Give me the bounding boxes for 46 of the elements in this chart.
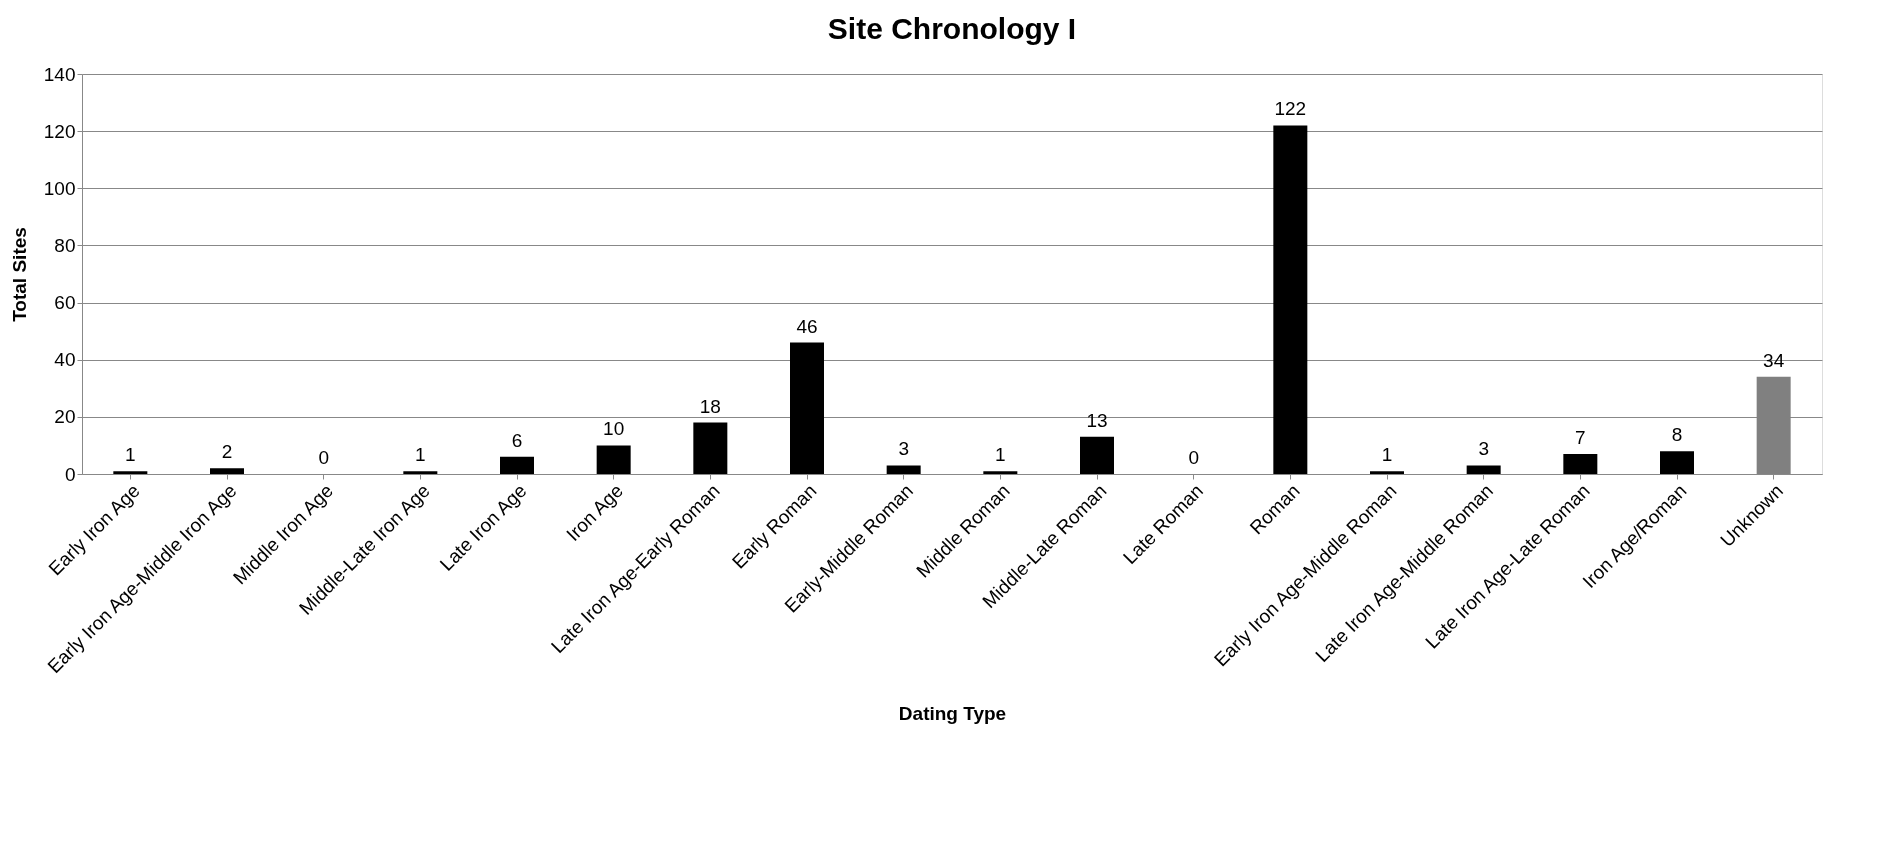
bar bbox=[596, 445, 631, 474]
bar bbox=[1563, 454, 1598, 474]
bar bbox=[1660, 451, 1694, 474]
data-label: 122 bbox=[1274, 98, 1307, 120]
data-label: 18 bbox=[699, 395, 721, 417]
bar bbox=[1273, 125, 1308, 474]
data-label: 1 bbox=[1381, 444, 1393, 466]
bar bbox=[403, 471, 438, 474]
data-label: 1 bbox=[995, 444, 1006, 466]
bar bbox=[113, 471, 148, 474]
data-label: 34 bbox=[1763, 349, 1785, 371]
data-label: 8 bbox=[1671, 424, 1683, 446]
data-label: 0 bbox=[318, 447, 329, 468]
x-axis-title: Dating Type bbox=[898, 702, 1007, 724]
x-tick-label: Late Iron Age bbox=[435, 480, 531, 575]
y-tick-label: 100 bbox=[43, 177, 76, 199]
y-tick-label: 60 bbox=[54, 292, 76, 314]
bar bbox=[886, 465, 921, 474]
y-tick-label: 20 bbox=[54, 406, 76, 428]
data-label: 1 bbox=[415, 444, 426, 466]
data-label: 2 bbox=[221, 441, 233, 463]
y-tick-label: 140 bbox=[43, 63, 76, 85]
data-label: 3 bbox=[898, 438, 909, 460]
data-label: 10 bbox=[603, 418, 625, 440]
bar bbox=[790, 342, 824, 474]
y-tick-label: 0 bbox=[64, 463, 76, 485]
data-label: 13 bbox=[1086, 409, 1108, 431]
bar bbox=[500, 456, 534, 474]
bar bbox=[210, 468, 244, 474]
bar bbox=[1466, 465, 1501, 474]
x-tick-label: Iron Age bbox=[562, 480, 628, 545]
data-label: 6 bbox=[511, 429, 523, 451]
chart-title: Site Chronology I bbox=[827, 12, 1077, 45]
y-tick-label: 40 bbox=[54, 349, 76, 371]
data-label: 1 bbox=[125, 444, 136, 466]
y-axis-title: Total Sites bbox=[8, 227, 30, 322]
bar bbox=[983, 471, 1018, 474]
bar bbox=[1370, 471, 1404, 474]
y-tick-label: 120 bbox=[43, 120, 76, 142]
data-label: 3 bbox=[1478, 438, 1489, 460]
bar bbox=[693, 422, 728, 474]
data-label: 46 bbox=[796, 315, 818, 337]
data-label: 0 bbox=[1188, 447, 1199, 468]
bar bbox=[1080, 436, 1114, 474]
data-label: 7 bbox=[1575, 427, 1586, 448]
y-tick-label: 80 bbox=[54, 234, 76, 256]
